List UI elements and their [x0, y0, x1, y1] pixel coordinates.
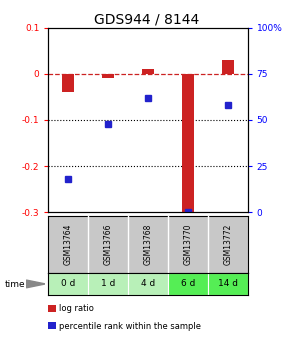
Text: time: time: [4, 280, 25, 289]
Text: 4 d: 4 d: [141, 279, 155, 288]
Bar: [48, 273, 88, 295]
Text: 14 d: 14 d: [218, 279, 238, 288]
Bar: [88, 273, 128, 295]
Text: log ratio: log ratio: [59, 304, 93, 313]
Text: percentile rank within the sample: percentile rank within the sample: [59, 322, 201, 331]
Text: GSM13768: GSM13768: [144, 224, 152, 265]
Text: GSM13772: GSM13772: [223, 224, 232, 265]
Polygon shape: [26, 280, 45, 288]
Bar: [102, 74, 114, 78]
Bar: [62, 74, 74, 92]
Text: GSM13766: GSM13766: [104, 223, 113, 265]
Bar: [168, 273, 208, 295]
Text: GDS944 / 8144: GDS944 / 8144: [94, 12, 199, 26]
Text: 0 d: 0 d: [61, 279, 76, 288]
Text: 6 d: 6 d: [180, 279, 195, 288]
Bar: [182, 74, 194, 212]
Text: GSM13764: GSM13764: [64, 223, 73, 265]
Bar: [222, 60, 234, 74]
Bar: [142, 69, 154, 74]
Bar: [208, 273, 248, 295]
Text: 1 d: 1 d: [101, 279, 115, 288]
Text: GSM13770: GSM13770: [183, 223, 192, 265]
Bar: [128, 273, 168, 295]
